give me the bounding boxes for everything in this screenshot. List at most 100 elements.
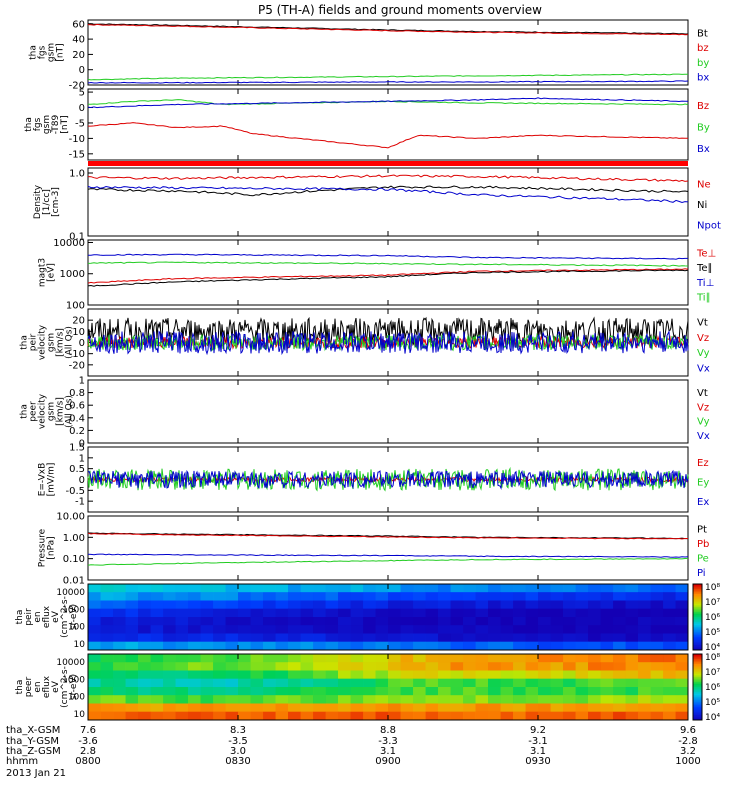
legend-entry: Bz — [697, 101, 709, 112]
colorbar-label: 10⁵ — [705, 628, 720, 638]
legend-entry: Ey — [697, 478, 709, 489]
heatmap-texture — [650, 711, 664, 721]
heatmap-texture — [600, 633, 614, 643]
heatmap-texture — [363, 695, 376, 704]
heatmap-texture — [650, 625, 664, 634]
heatmap-texture — [288, 600, 301, 610]
heatmap-texture — [438, 703, 451, 713]
heatmap-texture — [163, 662, 176, 671]
colorbar-segment — [693, 610, 702, 613]
heatmap-texture — [150, 687, 164, 696]
heatmap-texture — [350, 670, 364, 680]
heatmap-texture — [475, 625, 489, 634]
heatmap-texture — [513, 654, 526, 663]
heatmap-texture — [413, 625, 426, 634]
y-axis-label: Pressure [nPa] — [38, 528, 57, 567]
heatmap-texture — [425, 625, 439, 634]
heatmap-texture — [525, 625, 539, 634]
heatmap-texture — [338, 695, 351, 704]
footer-value: 0800 — [75, 756, 100, 767]
heatmap-texture — [225, 608, 239, 618]
heatmap-texture — [463, 670, 476, 680]
heatmap-texture — [588, 695, 601, 704]
heatmap-texture — [438, 641, 451, 651]
heatmap-texture — [613, 695, 626, 704]
heatmap-texture — [238, 662, 251, 671]
heatmap-texture — [400, 617, 414, 626]
heatmap-texture — [625, 687, 639, 696]
colorbar-segment — [693, 693, 702, 696]
heatmap-texture — [175, 641, 189, 651]
heatmap-texture — [563, 662, 576, 671]
heatmap-texture — [550, 625, 564, 634]
heatmap-texture — [538, 608, 551, 618]
legend-entry: Vy — [697, 417, 710, 428]
heatmap-texture — [538, 662, 551, 671]
heatmap-texture — [638, 670, 651, 680]
heatmap-texture — [475, 584, 489, 593]
series-line — [87, 532, 688, 540]
heatmap-texture — [575, 617, 589, 626]
heatmap-texture — [125, 670, 139, 680]
colorbar-segment — [693, 663, 702, 667]
heatmap-texture — [113, 592, 126, 601]
heatmap-texture — [425, 617, 439, 626]
heatmap-texture — [163, 608, 176, 618]
heatmap-texture — [488, 641, 501, 651]
y-tick-label: 10000 — [53, 238, 85, 249]
heatmap-texture — [338, 633, 351, 643]
heatmap-texture — [213, 695, 226, 704]
heatmap-texture — [225, 600, 239, 610]
heatmap-texture — [313, 584, 326, 593]
heatmap-texture — [338, 592, 351, 601]
panel-fgs_gsm: -20 0 20 40 60 Bt bz by bx tha fgs gsm [nT] — [29, 19, 710, 91]
heatmap-texture — [163, 584, 176, 593]
heatmap-texture — [488, 703, 501, 713]
heatmap-texture — [613, 662, 626, 671]
heatmap-texture — [225, 687, 239, 696]
heatmap-texture — [550, 678, 564, 688]
heatmap-texture — [138, 662, 151, 671]
heatmap-texture — [450, 617, 464, 626]
heatmap-texture — [250, 641, 264, 651]
heatmap-texture — [375, 695, 389, 704]
heatmap-texture — [300, 670, 314, 680]
heatmap-texture — [338, 654, 351, 663]
heatmap-texture — [313, 592, 326, 601]
footer-value: 3.0 — [230, 746, 246, 757]
legend-entry: Te⊥ — [696, 248, 716, 259]
heatmap-texture — [388, 670, 401, 680]
colorbar-segment — [693, 645, 702, 648]
heatmap-texture — [650, 600, 664, 610]
heatmap-texture — [475, 670, 489, 680]
heatmap-texture — [150, 600, 164, 610]
heatmap-texture — [350, 584, 364, 593]
heatmap-texture — [150, 617, 164, 626]
heatmap-texture — [638, 600, 651, 610]
heatmap-texture — [550, 703, 564, 713]
legend-entry: Ti∥ — [696, 293, 711, 304]
heatmap-texture — [538, 625, 551, 634]
heatmap-texture — [525, 584, 539, 593]
heatmap-texture — [325, 670, 339, 680]
heatmap-texture — [300, 641, 314, 651]
heatmap-texture — [225, 654, 239, 663]
heatmap-texture — [163, 687, 176, 696]
y-axis-label: tha fgs gsm -T89 [nT] — [24, 115, 70, 135]
heatmap-texture — [125, 608, 139, 618]
heatmap-texture — [100, 703, 114, 713]
colorbar-segment — [693, 698, 702, 701]
heatmap-texture — [463, 678, 476, 688]
heatmap-texture — [338, 641, 351, 651]
heatmap-texture — [525, 654, 539, 663]
heatmap-texture — [88, 678, 101, 688]
heatmap-texture — [675, 695, 689, 704]
heatmap-texture — [188, 641, 201, 651]
heatmap-texture — [538, 617, 551, 626]
colorbar-segment — [693, 675, 702, 678]
heatmap-texture — [188, 633, 201, 643]
heatmap-texture — [588, 617, 601, 626]
heatmap-texture — [613, 600, 626, 610]
heatmap-texture — [388, 687, 401, 696]
